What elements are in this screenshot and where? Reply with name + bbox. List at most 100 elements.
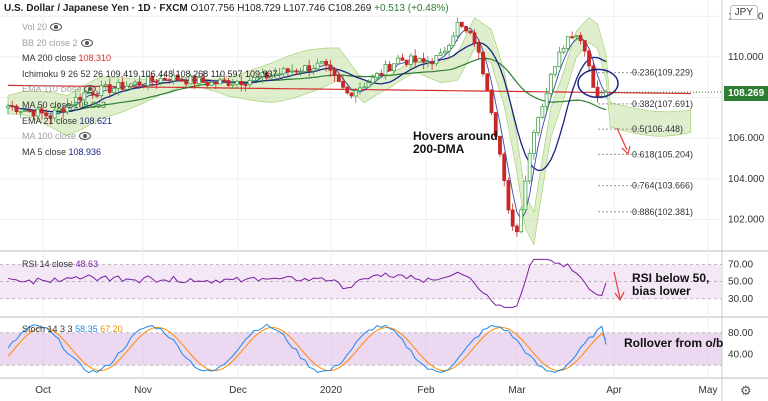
candle-body (396, 57, 401, 65)
ma5-line (7, 27, 607, 221)
candle-body (553, 66, 558, 75)
candle-body (73, 96, 78, 105)
legend-row[interactable]: EMA 21 close 108.621 (22, 116, 112, 126)
legend-row[interactable]: Vol 20 (22, 22, 63, 32)
candle-body (587, 50, 591, 67)
candle-body (239, 80, 244, 86)
candle-body (150, 75, 155, 82)
candle-body (61, 108, 66, 113)
candle-body (188, 75, 193, 85)
stoch-band (0, 332, 722, 366)
legend-row[interactable]: EMA 110 close (22, 84, 97, 94)
candle-body (218, 79, 222, 85)
legend-row[interactable]: MA 5 close 108.936 (22, 147, 101, 157)
down-arrow (616, 127, 628, 151)
candle-body (536, 116, 541, 133)
candle-body (175, 74, 180, 81)
candle-body (324, 60, 328, 66)
rsi-legend-value: 48.63 (75, 259, 99, 269)
x-tick-label: Apr (606, 385, 622, 396)
legend-row[interactable]: MA 50 close 108.863 (22, 100, 106, 110)
candle-body (349, 92, 354, 97)
visibility-eye-icon[interactable] (80, 38, 93, 47)
candle-body (6, 105, 10, 109)
candle-body (548, 73, 553, 94)
fib-level-label: 0.382(107.691) (632, 99, 693, 109)
candle-body (544, 93, 549, 107)
candle-body (209, 81, 214, 86)
candle-body (434, 55, 439, 65)
candle-body (247, 80, 252, 86)
candle-body (506, 180, 511, 211)
legend-row[interactable]: MA 100 close (22, 131, 92, 141)
visibility-eye-icon[interactable] (50, 23, 63, 31)
candle-body (366, 82, 371, 88)
legend-label: Ichimoku 9 26 52 26 (22, 68, 104, 79)
candle-body (192, 75, 197, 84)
candle-body (167, 79, 172, 82)
candle-body (290, 70, 295, 73)
candle-body (319, 60, 324, 64)
rsi-tick-label: 30.00 (728, 294, 753, 305)
rsi-legend-label: RSI 14 close (22, 259, 74, 269)
candle-body (451, 35, 456, 46)
candle-body (205, 82, 210, 86)
candle-body (438, 52, 443, 56)
y-tick-label: 102.000 (728, 215, 765, 226)
candle-body (112, 87, 116, 93)
candle-body (493, 112, 498, 137)
candle-body (252, 77, 256, 81)
candle-body (10, 105, 15, 108)
candle-body (179, 79, 184, 82)
candle-body (277, 73, 282, 76)
candle-body (383, 64, 388, 76)
candle-body (570, 36, 574, 39)
stoch-legend-d: 67.20 (100, 324, 123, 334)
candle-body (379, 73, 384, 76)
candle-body (362, 86, 367, 89)
legend-value: 108.936 (66, 146, 102, 157)
candle-body (286, 68, 290, 73)
candle-body (171, 74, 176, 82)
candle-body (595, 86, 600, 98)
legend-row[interactable]: MA 200 close 108.310 (22, 53, 111, 63)
candle-body (82, 92, 87, 101)
x-tick-label: Mar (508, 385, 526, 396)
candle-body (120, 81, 125, 90)
candle-body (442, 50, 447, 54)
candle-body (95, 94, 99, 97)
candle-body (196, 77, 201, 84)
candle-body (163, 77, 167, 81)
rsi-line (7, 258, 607, 308)
low-label: L (283, 3, 289, 14)
candle-body (184, 80, 189, 85)
candle-body (116, 81, 121, 89)
legend-value: 108.863 (71, 100, 107, 110)
candle-body (328, 64, 333, 71)
candle-body (103, 84, 108, 87)
ma50-line (7, 57, 607, 113)
candle-body (425, 61, 430, 64)
candle-body (31, 110, 36, 117)
visibility-eye-icon[interactable] (79, 132, 92, 141)
legend-row[interactable]: Ichimoku 9 26 52 26 109.419 106.448 108.… (22, 69, 278, 79)
currency-button[interactable]: JPY (729, 5, 758, 20)
stoch-d-line (7, 326, 607, 372)
rsi-tick-label: 50.00 (728, 277, 753, 288)
symbol-title: U.S. Dollar / Japanese Yen · 1D · FXCM (4, 3, 188, 14)
candle-body (591, 65, 596, 88)
candle-body (375, 73, 379, 78)
candle-body (154, 80, 159, 83)
candle-body (464, 26, 468, 32)
candle-body (455, 21, 460, 37)
candle-body (485, 73, 490, 91)
candle-body (527, 153, 532, 182)
visibility-eye-icon[interactable] (84, 85, 97, 94)
settings-gear-icon[interactable]: ⚙ (740, 383, 752, 398)
candle-body (332, 69, 337, 77)
candle-body (294, 70, 299, 73)
candle-body (370, 76, 375, 84)
candle-body (400, 57, 405, 61)
legend-row[interactable]: BB 20 close 2 (22, 38, 93, 48)
candle-body (256, 76, 261, 79)
